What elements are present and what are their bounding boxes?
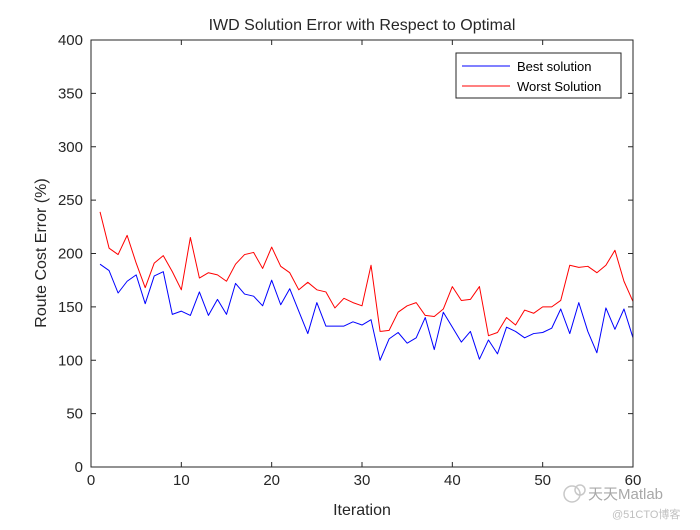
x-tick-label: 10 [173, 472, 190, 489]
axes: 0 10 20 30 40 50 60 0 50 100 150 200 250 300 350 400 [58, 32, 641, 489]
x-tick-label: 30 [354, 472, 371, 489]
y-tick-label: 250 [58, 192, 83, 209]
watermark-brand: 天天Matlab [588, 486, 663, 503]
y-tick-label: 100 [58, 352, 83, 369]
series-line-best-solution [99, 263, 634, 361]
y-tick-label: 400 [58, 32, 83, 49]
y-tick-label: 350 [58, 85, 83, 102]
series-line-worst-solution [99, 211, 634, 337]
y-axis-label: Route Cost Error (%) [33, 178, 50, 327]
y-tick-label: 50 [66, 406, 83, 423]
legend-label: Best solution [517, 59, 591, 74]
x-tick-label: 40 [444, 472, 461, 489]
legend-label: Worst Solution [517, 79, 601, 94]
chart-title: IWD Solution Error with Respect to Optim… [209, 17, 516, 34]
x-axis-label: Iteration [333, 502, 391, 519]
y-tick-label: 150 [58, 299, 83, 316]
watermark: 天天Matlab @51CTO博客 [563, 484, 680, 521]
x-tick-label: 0 [87, 472, 95, 489]
wechat-logo-icon [563, 485, 581, 503]
y-tick-label: 0 [75, 459, 83, 476]
x-tick-label: 60 [625, 472, 642, 489]
plot-background [91, 40, 633, 467]
watermark-site: @51CTO博客 [612, 507, 680, 521]
legend: Best solution Worst Solution [455, 52, 622, 99]
series-layer [99, 211, 634, 361]
y-tick-label: 200 [58, 246, 83, 263]
wechat-logo-icon-small [574, 484, 586, 496]
plot-area [91, 40, 633, 467]
x-tick-label: 20 [263, 472, 280, 489]
legend-box [455, 52, 622, 99]
y-tick-label: 300 [58, 139, 83, 156]
x-tick-label: 50 [534, 472, 551, 489]
